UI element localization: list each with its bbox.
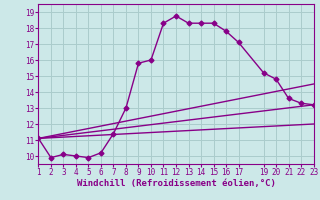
X-axis label: Windchill (Refroidissement éolien,°C): Windchill (Refroidissement éolien,°C) — [76, 179, 276, 188]
